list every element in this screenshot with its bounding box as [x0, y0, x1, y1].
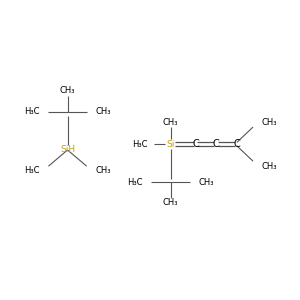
Text: CH₃: CH₃	[199, 178, 214, 187]
Text: CH₃: CH₃	[163, 198, 178, 207]
Text: C: C	[213, 139, 220, 149]
Text: H₃C: H₃C	[24, 166, 40, 175]
Text: SiH: SiH	[60, 146, 75, 154]
Text: H₃C: H₃C	[132, 140, 148, 148]
Text: CH₃: CH₃	[95, 107, 111, 116]
Text: CH₃: CH₃	[95, 166, 111, 175]
Text: C: C	[192, 139, 199, 149]
Text: C: C	[233, 139, 240, 149]
Text: H₃C: H₃C	[127, 178, 142, 187]
Text: CH₃: CH₃	[163, 118, 178, 127]
Text: Si: Si	[167, 140, 175, 148]
Text: CH₃: CH₃	[262, 162, 278, 171]
Text: H₃C: H₃C	[24, 107, 40, 116]
Text: CH₃: CH₃	[60, 86, 75, 95]
Text: CH₃: CH₃	[262, 118, 278, 127]
